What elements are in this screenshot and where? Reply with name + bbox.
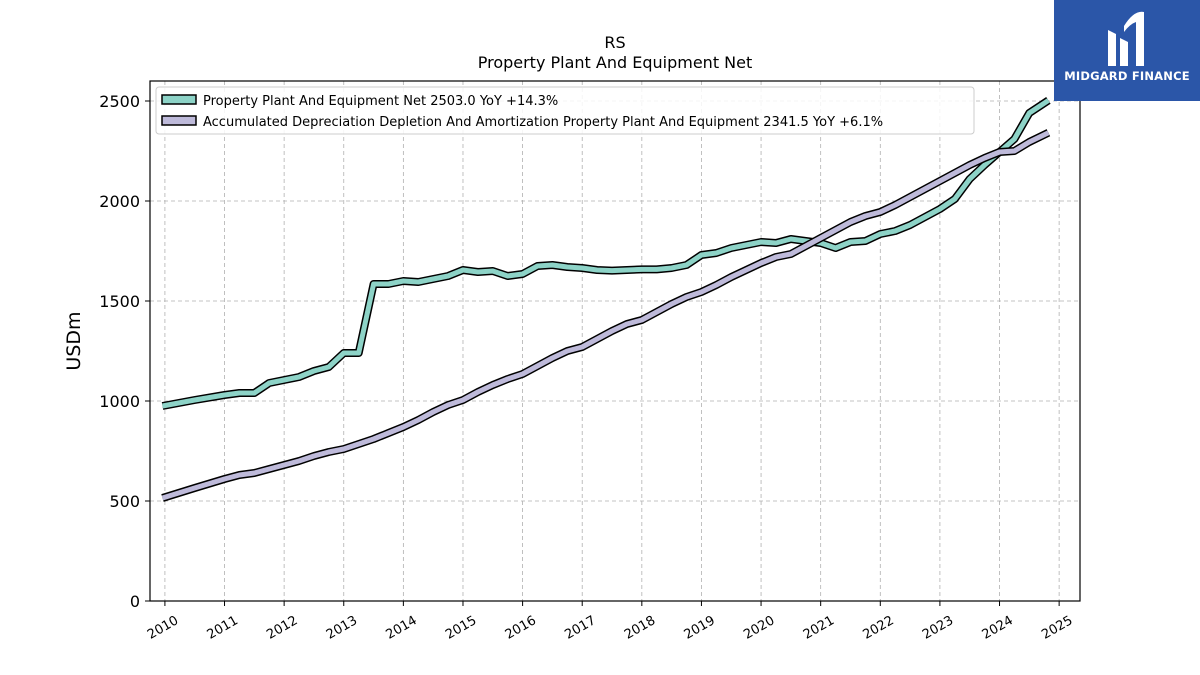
x-tick-label: 2012	[264, 613, 300, 643]
y-tick-label: 1000	[99, 392, 140, 411]
x-tick-label: 2022	[860, 613, 896, 643]
y-tick-label: 2000	[99, 192, 140, 211]
legend-label-2: Accumulated Depreciation Depletion And A…	[203, 115, 883, 130]
x-tick-label: 2014	[384, 613, 420, 643]
y-tick-label: 2500	[99, 92, 140, 111]
y-axis: 0 500 1000 1500 2000 2500	[99, 92, 150, 611]
series-layer	[161, 97, 1051, 502]
chart-title: RS	[604, 33, 625, 52]
x-tick-label: 2015	[443, 613, 479, 643]
grid-lines	[150, 81, 1080, 602]
legend-label-1: Property Plant And Equipment Net 2503.0 …	[203, 94, 558, 109]
brand-mark-icon	[1108, 11, 1144, 66]
legend: Property Plant And Equipment Net 2503.0 …	[155, 86, 975, 135]
x-axis: 2010 2011 2012 2013 2014 2015 2016 2017 2018 2019…	[145, 601, 1075, 643]
x-tick-label: 2013	[324, 613, 360, 643]
series-1-line	[162, 98, 1050, 409]
y-axis-label: USDm	[63, 311, 85, 370]
x-tick-label: 2011	[205, 613, 241, 643]
series-2-outline	[161, 129, 1051, 502]
brand-name: MIDGARD FINANCE	[1064, 69, 1190, 83]
series-1-outline	[161, 97, 1051, 410]
x-tick-label: 2010	[145, 613, 181, 643]
x-tick-label: 2023	[920, 613, 956, 643]
y-tick-label: 1500	[99, 292, 140, 311]
legend-swatch-2	[161, 115, 197, 126]
brand-logo: MIDGARD FINANCE	[1054, 0, 1200, 101]
x-tick-label: 2025	[1039, 613, 1075, 643]
chart-title-group: RS Property Plant And Equipment Net	[478, 33, 753, 72]
x-tick-label: 2024	[980, 613, 1016, 643]
y-tick-label: 0	[130, 592, 140, 611]
x-tick-label: 2017	[562, 613, 598, 643]
plot-area-frame	[149, 80, 1081, 602]
legend-box	[155, 86, 975, 135]
series-2-line	[161, 130, 1050, 501]
x-tick-label: 2018	[622, 613, 658, 643]
x-tick-label: 2020	[741, 613, 777, 643]
x-tick-label: 2021	[801, 613, 837, 643]
x-tick-label: 2016	[503, 613, 539, 643]
legend-swatch-1	[161, 94, 197, 105]
y-tick-label: 500	[109, 492, 140, 511]
x-tick-label: 2019	[682, 613, 718, 643]
chart-subtitle: Property Plant And Equipment Net	[478, 53, 753, 72]
